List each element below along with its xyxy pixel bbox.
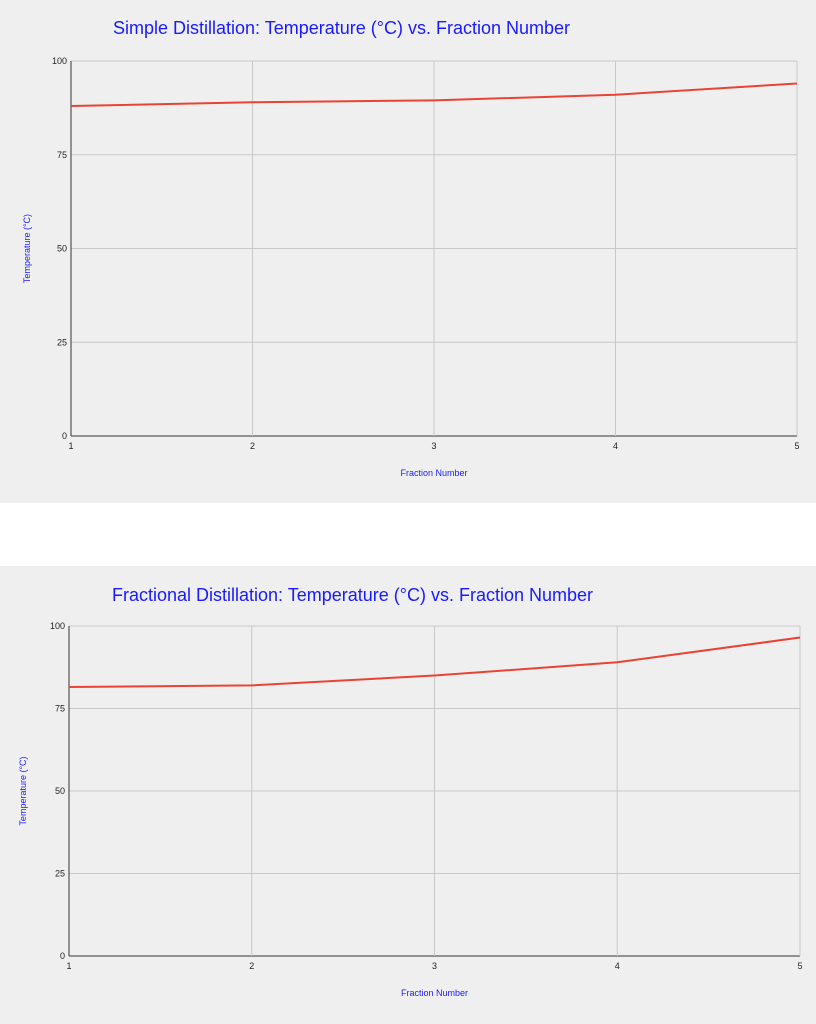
simple-distillation-chart: Simple Distillation: Temperature (°C) vs… [0, 0, 816, 503]
x-axis-title: Fraction Number [400, 468, 467, 478]
chart-plot: 0 25 50 75 100 1 2 3 4 5 Fraction Number Temperatur… [22, 56, 800, 478]
x-tick-label: 3 [432, 961, 437, 971]
y-tick-label: 0 [62, 431, 67, 441]
y-tick-label: 75 [57, 150, 67, 160]
fractional-distillation-chart: Fractional Distillation: Temperature (°C… [0, 566, 816, 1024]
x-tick-label: 2 [250, 441, 255, 451]
y-tick-label: 25 [57, 337, 67, 347]
x-tick-label: 4 [613, 441, 618, 451]
y-tick-label: 0 [60, 951, 65, 961]
chart-title: Fractional Distillation: Temperature (°C… [112, 585, 594, 605]
y-tick-label: 25 [55, 869, 65, 879]
x-tick-label: 5 [797, 961, 802, 971]
y-tick-label: 100 [50, 621, 65, 631]
x-tick-label: 3 [431, 441, 436, 451]
x-tick-label: 4 [615, 961, 620, 971]
chart-title: Simple Distillation: Temperature (°C) vs… [113, 18, 571, 38]
x-tick-label: 2 [249, 961, 254, 971]
x-tick-label: 1 [68, 441, 73, 451]
chart-plot: 0 25 50 75 100 1 2 3 4 5 Fraction Number Temperatur… [18, 621, 803, 998]
y-tick-label: 50 [55, 786, 65, 796]
x-tick-label: 5 [794, 441, 799, 451]
y-axis-title: Temperature (°C) [22, 214, 32, 283]
x-axis-title: Fraction Number [401, 988, 468, 998]
y-tick-label: 100 [52, 56, 67, 66]
y-axis-title: Temperature (°C) [18, 756, 28, 825]
x-tick-label: 1 [66, 961, 71, 971]
y-tick-label: 75 [55, 704, 65, 714]
y-tick-label: 50 [57, 244, 67, 254]
